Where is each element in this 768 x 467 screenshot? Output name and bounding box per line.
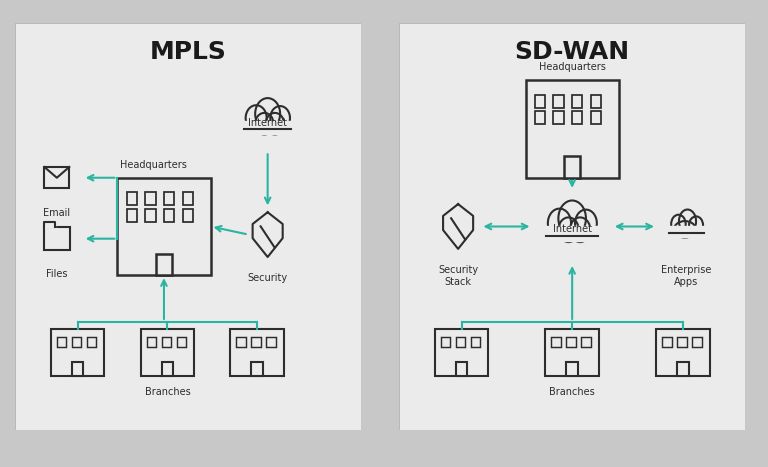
Bar (455, 337, 465, 347)
Ellipse shape (558, 218, 579, 242)
Bar (145, 192, 156, 205)
Text: Enterprise
Apps: Enterprise Apps (661, 265, 711, 287)
Bar (551, 337, 561, 347)
Bar (535, 112, 545, 124)
Ellipse shape (689, 216, 703, 234)
Ellipse shape (671, 215, 686, 234)
Bar (183, 192, 193, 205)
Polygon shape (253, 212, 283, 257)
Bar (161, 337, 171, 347)
Text: Branches: Branches (549, 387, 595, 397)
FancyBboxPatch shape (399, 23, 745, 430)
Text: Security
Stack: Security Stack (438, 265, 478, 287)
Bar (237, 337, 246, 347)
Bar (183, 209, 193, 222)
Bar (44, 227, 70, 250)
Ellipse shape (270, 106, 290, 130)
Bar (677, 337, 687, 347)
Bar (51, 329, 104, 376)
Bar (118, 178, 210, 275)
Bar (161, 362, 174, 376)
Ellipse shape (679, 210, 696, 233)
Text: Headquarters: Headquarters (538, 62, 606, 72)
Bar (435, 329, 488, 376)
Bar (572, 112, 582, 124)
Ellipse shape (246, 105, 266, 131)
Bar (591, 112, 601, 124)
Bar (535, 95, 545, 107)
Ellipse shape (255, 113, 273, 134)
Bar (156, 254, 172, 275)
Bar (71, 337, 81, 347)
Bar (127, 192, 137, 205)
Ellipse shape (570, 218, 591, 242)
Bar (455, 362, 468, 376)
Bar (656, 329, 710, 376)
Text: Branches: Branches (144, 387, 190, 397)
Ellipse shape (266, 113, 284, 134)
Bar (127, 209, 137, 222)
Text: Files: Files (46, 269, 68, 279)
Bar (177, 337, 186, 347)
Bar (164, 192, 174, 205)
Text: Internet: Internet (553, 224, 591, 234)
Bar (147, 337, 156, 347)
Bar (71, 362, 84, 376)
FancyBboxPatch shape (15, 23, 361, 430)
Bar (554, 95, 564, 107)
Bar (230, 329, 284, 376)
Bar (566, 337, 576, 347)
Bar (564, 156, 580, 178)
Bar (471, 337, 480, 347)
Bar (545, 329, 599, 376)
Text: Security: Security (247, 273, 288, 283)
Bar (545, 226, 599, 241)
Ellipse shape (575, 210, 597, 237)
Ellipse shape (558, 200, 586, 236)
Text: Headquarters: Headquarters (120, 160, 187, 170)
Bar (141, 329, 194, 376)
Polygon shape (44, 222, 55, 227)
Ellipse shape (674, 221, 696, 238)
Bar (572, 95, 582, 107)
Bar (662, 337, 671, 347)
Bar (45, 167, 69, 189)
Bar (591, 95, 601, 107)
Bar (441, 337, 450, 347)
Bar (251, 337, 261, 347)
Bar (692, 337, 701, 347)
Bar (525, 80, 619, 178)
Bar (87, 337, 96, 347)
Bar (581, 337, 591, 347)
Bar (566, 362, 578, 376)
Ellipse shape (548, 209, 571, 238)
Bar (164, 209, 174, 222)
Bar (677, 362, 689, 376)
Bar (57, 337, 66, 347)
Bar (554, 112, 564, 124)
Bar (145, 209, 156, 222)
Bar (266, 337, 276, 347)
Text: MPLS: MPLS (150, 40, 227, 64)
Bar (243, 121, 293, 134)
Text: Email: Email (43, 208, 71, 218)
Ellipse shape (255, 98, 280, 129)
Bar (251, 362, 263, 376)
Text: SD-WAN: SD-WAN (515, 40, 630, 64)
Bar (668, 226, 704, 237)
Polygon shape (443, 204, 473, 249)
Text: Internet: Internet (248, 118, 287, 128)
